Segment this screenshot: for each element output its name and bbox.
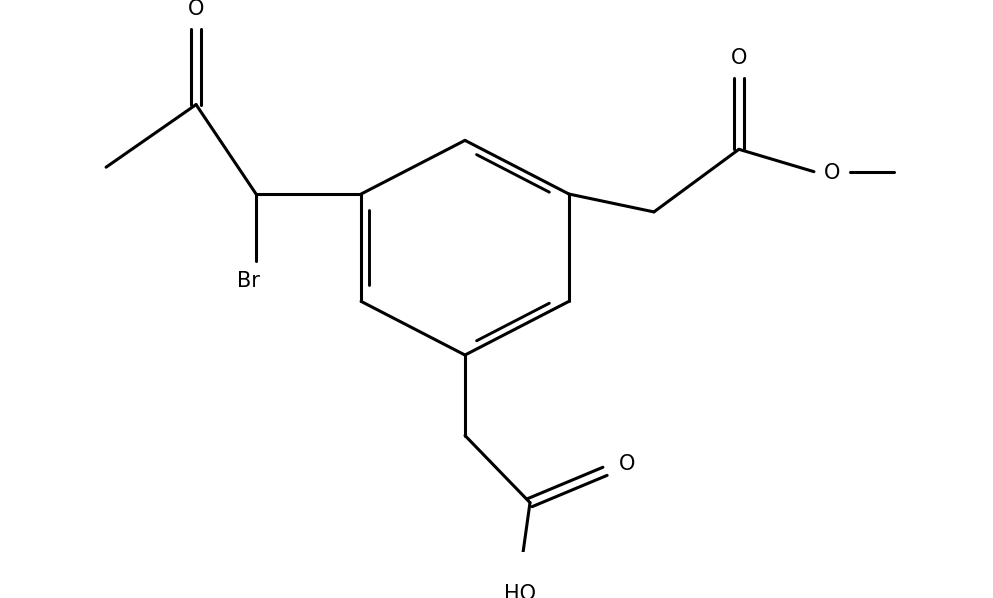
Text: O: O	[619, 454, 636, 474]
Text: O: O	[824, 163, 840, 184]
Text: Br: Br	[236, 271, 259, 291]
Text: O: O	[188, 0, 205, 19]
Text: O: O	[731, 48, 747, 68]
Text: HO: HO	[504, 584, 536, 598]
